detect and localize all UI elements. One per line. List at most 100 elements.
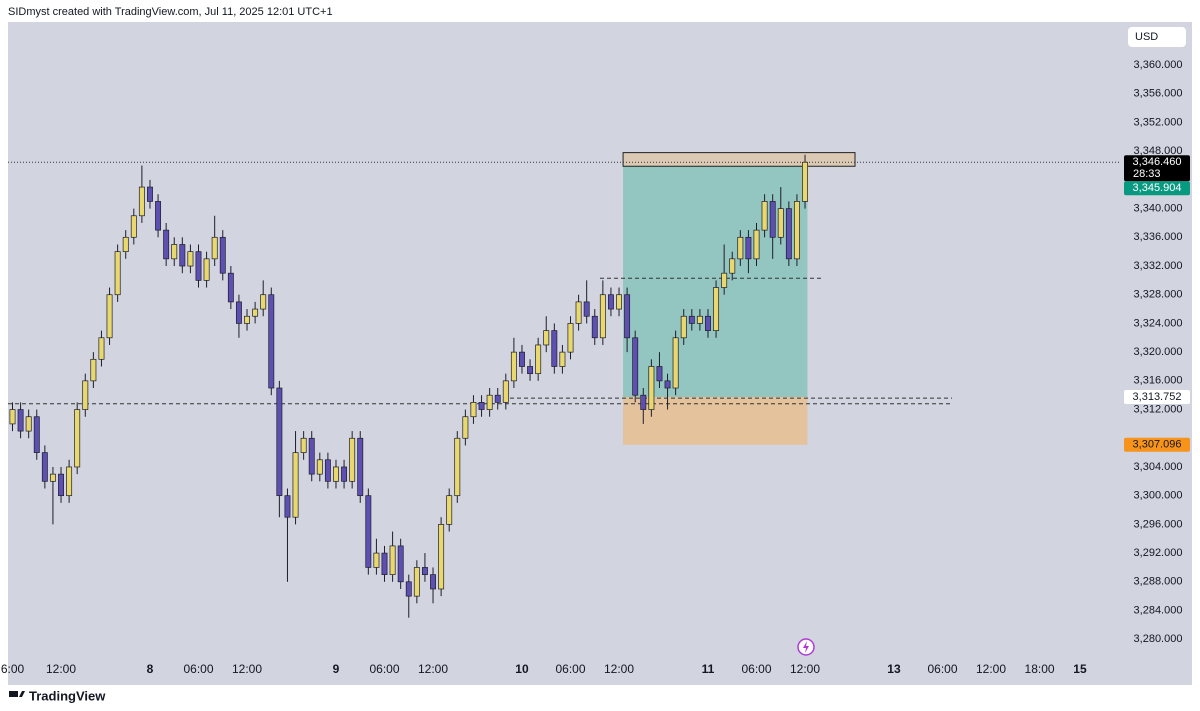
candle-body	[365, 495, 372, 568]
candle-body	[389, 545, 396, 575]
x-tick-label: 15	[1073, 662, 1087, 676]
candle-body	[49, 473, 56, 482]
y-tick-label: 3,360.000	[1134, 59, 1183, 71]
x-tick-label: 06:00	[927, 662, 957, 676]
candle-body	[462, 416, 469, 439]
candle-body	[745, 236, 752, 260]
candle-body	[510, 351, 517, 382]
price-label-box	[1124, 437, 1190, 452]
candle-body	[17, 409, 24, 432]
candle-body	[640, 394, 647, 410]
y-tick-label: 3,336.000	[1134, 231, 1183, 243]
candle-body	[753, 229, 760, 260]
candle-body	[163, 229, 170, 260]
candle-body	[575, 301, 582, 324]
x-tick-label: 12:00	[790, 662, 820, 676]
y-tick-label: 3,348.000	[1134, 145, 1183, 157]
candle-body	[793, 201, 800, 260]
candle-body	[373, 552, 380, 568]
last-price-label: 3,346.460	[1133, 156, 1182, 168]
candle-body	[130, 215, 137, 238]
y-tick-label: 3,296.000	[1134, 518, 1183, 530]
candle-body	[33, 416, 40, 453]
candle-body	[527, 366, 534, 375]
alert-icon-bolt	[803, 641, 809, 653]
candle-body	[106, 294, 113, 339]
brand: TradingView	[29, 688, 106, 703]
candle-body	[616, 294, 622, 310]
x-tick-label: 06:00	[183, 662, 213, 676]
candle-body	[324, 459, 331, 482]
candle-body	[454, 437, 461, 497]
x-tick-label: 10	[515, 662, 529, 676]
candle-body	[333, 466, 339, 482]
candle-body	[802, 161, 808, 202]
candle-body	[761, 201, 768, 231]
x-tick-label: 06:00	[741, 662, 771, 676]
y-tick-label: 3,356.000	[1134, 88, 1183, 100]
candle-body	[381, 552, 388, 575]
currency[interactable]: USD	[1135, 31, 1158, 43]
x-tick-label: 13	[887, 662, 901, 676]
candle-body	[769, 201, 776, 238]
y-tick-label: 3,352.000	[1134, 116, 1183, 128]
x-tick-label: 11	[702, 662, 715, 676]
x-tick-label: 8	[147, 662, 154, 676]
candle-body	[438, 524, 445, 590]
y-tick-label: 3,280.000	[1134, 633, 1183, 645]
last-price-box	[1124, 155, 1190, 182]
candle-body	[260, 294, 267, 310]
candle-body	[308, 437, 315, 475]
candle-body	[405, 581, 412, 597]
candle-body	[648, 366, 655, 410]
candle-body	[656, 366, 663, 382]
y-tick-label: 3,304.000	[1134, 461, 1183, 473]
candle-body	[470, 402, 477, 418]
y-tick-label: 3,300.000	[1134, 490, 1183, 502]
candle-body	[591, 315, 598, 339]
candle-body	[721, 272, 728, 288]
target-label: 3,345.904	[1133, 182, 1182, 194]
candle-body	[785, 208, 792, 260]
candle-body	[292, 452, 299, 518]
y-tick-label: 3,332.000	[1134, 260, 1183, 272]
candle-body	[195, 251, 202, 281]
candle-body	[138, 186, 145, 217]
price-label: 3,313.752	[1133, 391, 1182, 403]
candle-body	[58, 473, 64, 497]
target-label-box	[1124, 181, 1190, 196]
candle-body	[446, 495, 453, 525]
candle-body	[664, 380, 671, 389]
y-tick-label: 3,328.000	[1134, 289, 1183, 301]
y-tick-label: 3,284.000	[1134, 604, 1183, 616]
candle-body	[219, 236, 226, 274]
y-tick-label: 3,288.000	[1134, 576, 1183, 588]
currency-button[interactable]	[1128, 27, 1186, 47]
candle-body	[114, 251, 121, 296]
candle-body	[583, 301, 590, 317]
y-tick-label: 3,320.000	[1134, 346, 1183, 358]
candle-body	[316, 459, 323, 475]
x-tick-label: 12:00	[418, 662, 448, 676]
chart-background	[8, 22, 1192, 685]
x-tick-label: 12:00	[46, 662, 76, 676]
candle-body	[244, 315, 250, 324]
candle-body	[9, 409, 16, 425]
candle-body	[624, 294, 631, 339]
candle-body	[430, 574, 436, 590]
price-label-box	[1124, 389, 1190, 404]
candle-body	[284, 495, 291, 518]
candle-body	[729, 258, 736, 274]
candle-body	[66, 466, 73, 497]
candle-body	[478, 402, 485, 410]
candle-body	[122, 236, 129, 253]
candle-body	[421, 567, 428, 575]
x-tick-label: 12:00	[976, 662, 1006, 676]
y-tick-label: 3,316.000	[1134, 375, 1183, 387]
candle-body	[155, 201, 162, 231]
candle-body	[147, 186, 153, 202]
price-label: 3,307.096	[1133, 439, 1182, 451]
candle-body	[559, 351, 566, 367]
candle-body	[599, 294, 606, 339]
